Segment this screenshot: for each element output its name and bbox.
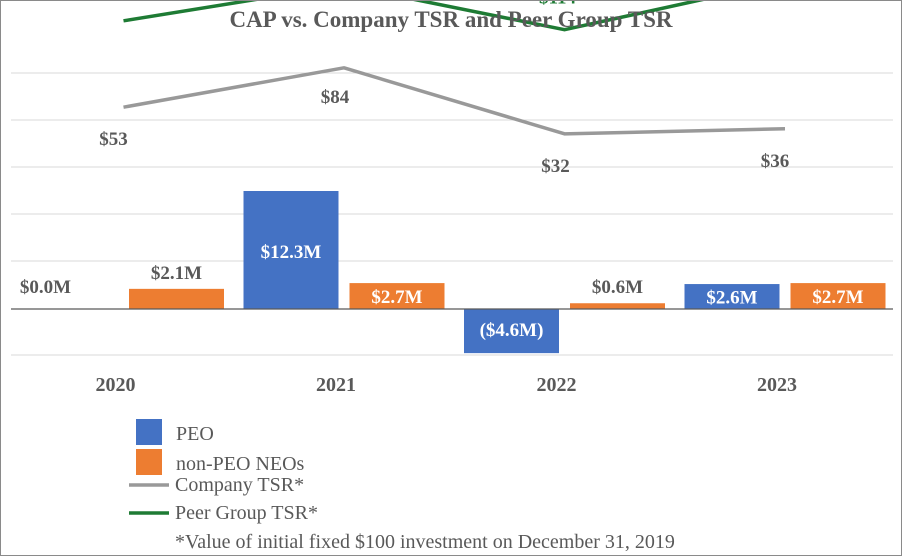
category-label-2022: 2022 — [537, 374, 577, 396]
data-labels: $0.0M $12.3M ($4.6M) $2.6M $2.1M $2.7M $0.6M $2… — [20, 1, 864, 341]
legend-label-peer-group-tsr: Peer Group TSR* — [175, 502, 318, 524]
bar-data-label: $2.7M — [371, 287, 422, 308]
category-axis: 2020 2021 2022 2023 — [96, 374, 798, 396]
line-series — [123, 1, 786, 136]
bar-non-peo-neos-2022 — [570, 303, 665, 309]
bar-series — [23, 191, 886, 354]
line-data-label: $36 — [761, 151, 790, 172]
line-data-label: $53 — [99, 129, 128, 150]
bar-data-label: ($4.6M) — [480, 320, 544, 341]
legend-label-peo: PEO — [176, 423, 214, 445]
line-company-tsr- — [123, 66, 786, 136]
category-label-2020: 2020 — [96, 374, 136, 396]
line-data-label: $32 — [541, 156, 570, 177]
line-data-label: $84 — [321, 87, 350, 108]
footnote: *Value of initial fixed $100 investment … — [175, 531, 675, 553]
gridlines — [11, 72, 893, 356]
line-data-label: $114 — [539, 1, 576, 9]
legend-swatch-non-peo-neos — [136, 449, 162, 475]
bar-data-label: $0.6M — [592, 277, 643, 298]
line-peer-group-tsr- — [123, 1, 704, 32]
chart-title: CAP vs. Company TSR and Peer Group TSR — [229, 7, 672, 32]
bar-data-label: $2.1M — [151, 263, 202, 284]
bar-non-peo-neos-2020 — [129, 288, 224, 309]
legend-swatch-peo — [136, 419, 162, 445]
legend-label-non-peo-neos: non-PEO NEOs — [176, 453, 305, 475]
bar-peo-2022 — [464, 309, 559, 354]
category-label-2021: 2021 — [316, 374, 356, 396]
bar-non-peo-neos-2023 — [790, 283, 886, 309]
category-label-2023: 2023 — [757, 374, 797, 396]
bar-peo-2021 — [243, 191, 339, 309]
bar-data-label: $2.7M — [812, 287, 863, 308]
bar-data-label: $0.0M — [20, 277, 71, 298]
bar-peo-2023 — [684, 284, 780, 309]
bar-non-peo-neos-2021 — [349, 283, 445, 309]
legend-label-company-tsr: Company TSR* — [175, 474, 304, 496]
bar-data-label: $12.3M — [261, 242, 322, 263]
bar-data-label: $2.6M — [706, 288, 757, 309]
